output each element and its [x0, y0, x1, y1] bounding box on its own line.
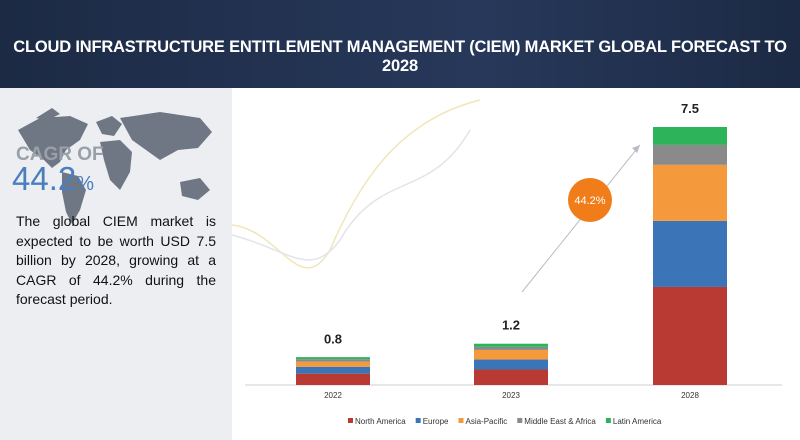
- description: The global CIEM market is expected to be…: [16, 213, 216, 307]
- bar-segment: [653, 164, 727, 221]
- total-label: 1.2: [502, 318, 520, 333]
- x-tick-label: 2023: [502, 391, 520, 400]
- legend-swatch: [458, 418, 464, 423]
- total-label: 0.8: [324, 331, 342, 346]
- bar-segment: [296, 366, 370, 374]
- legend-label: Middle East & Africa: [524, 417, 596, 426]
- legend-swatch: [517, 418, 523, 423]
- legend-swatch: [348, 418, 353, 423]
- legend-swatch: [415, 418, 421, 423]
- arrow-head: [632, 145, 640, 153]
- bar-segment: [653, 144, 727, 165]
- bar-segment: [474, 359, 548, 370]
- legend-swatch: [605, 418, 611, 423]
- bar-segment: [653, 286, 727, 385]
- cagr-number: 44.2: [12, 160, 77, 197]
- cagr-unit: %: [76, 173, 95, 195]
- x-tick-label: 2022: [324, 391, 342, 400]
- bar-segment: [653, 220, 727, 287]
- legend-label: Asia-Pacific: [465, 417, 507, 426]
- legend-label: North America: [355, 417, 406, 426]
- header-band: CLOUD INFRASTRUCTURE ENTITLEMENT MANAGEM…: [0, 0, 800, 88]
- annotation-text: 44.2%: [574, 195, 605, 207]
- bar-segment: [474, 343, 548, 347]
- cagr-value: 44.2%: [12, 160, 94, 198]
- bar-segment: [474, 349, 548, 360]
- bar-segment: [653, 127, 727, 145]
- bar-segment: [474, 369, 548, 385]
- x-tick-label: 2028: [681, 391, 699, 400]
- bar-segment: [296, 359, 370, 362]
- world-map: [18, 108, 212, 224]
- total-label: 7.5: [681, 101, 699, 116]
- legend-label: Europe: [423, 417, 449, 426]
- bar-segment: [296, 361, 370, 367]
- annotation-badge: [568, 178, 612, 222]
- legend-label: Latin America: [613, 417, 662, 426]
- bar-segment: [474, 346, 548, 350]
- bar-segment: [296, 357, 370, 360]
- decorative-curves: [231, 99, 481, 269]
- bar-segment: [296, 373, 370, 385]
- title: CLOUD INFRASTRUCTURE ENTITLEMENT MANAGEM…: [13, 38, 787, 75]
- cagr-label: CAGR OF: [16, 144, 104, 165]
